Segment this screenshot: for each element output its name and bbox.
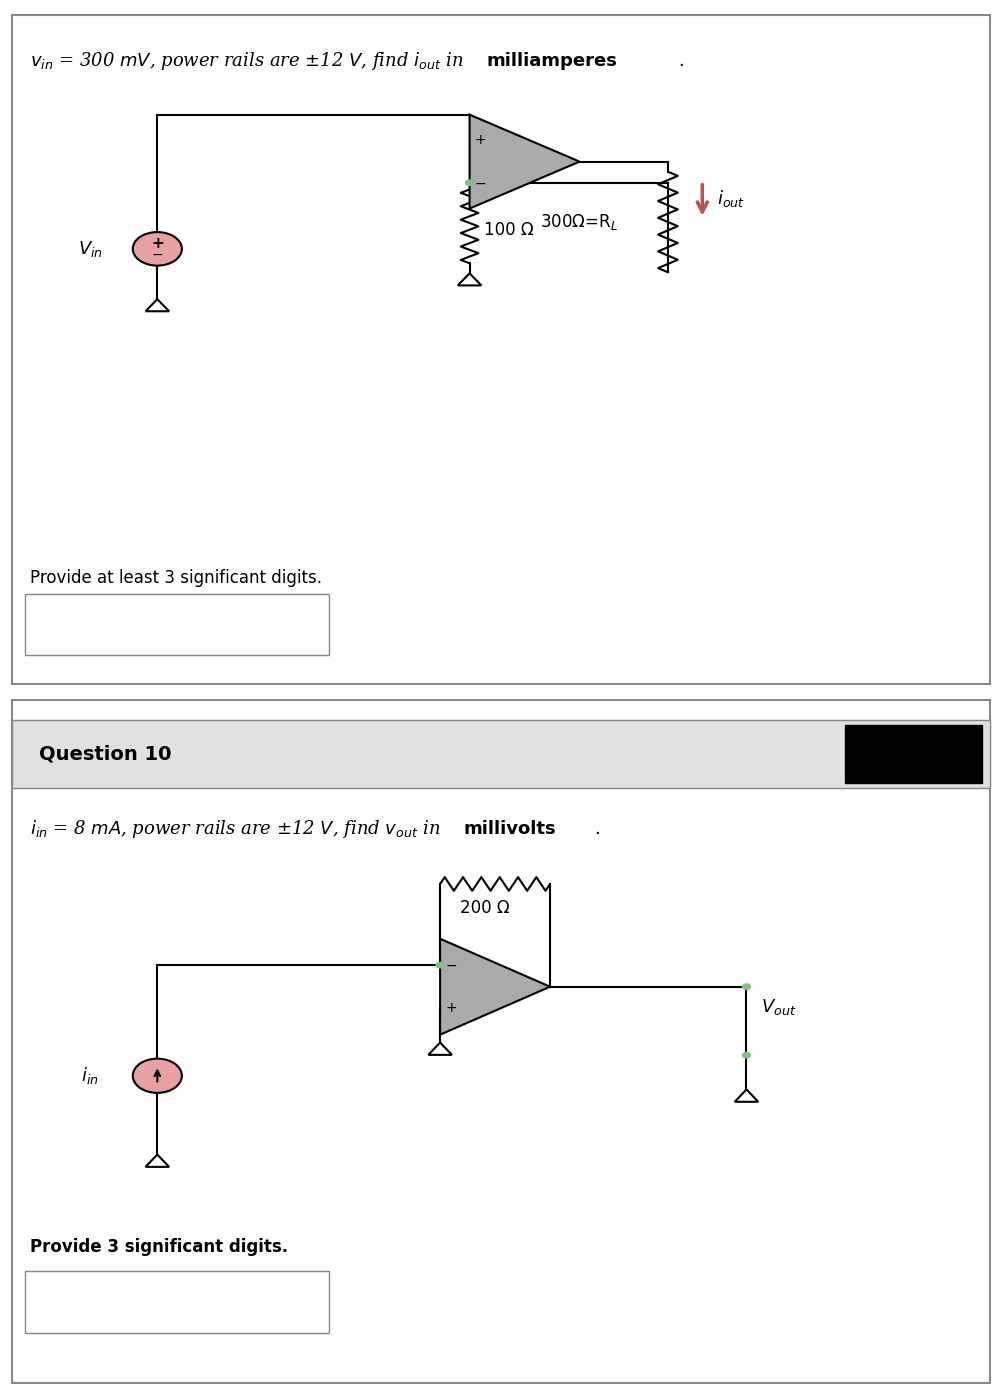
FancyBboxPatch shape [12, 720, 990, 788]
Text: Provide 3 significant digits.: Provide 3 significant digits. [30, 1239, 288, 1255]
Text: 100 Ω: 100 Ω [484, 221, 534, 239]
Circle shape [436, 962, 444, 967]
Text: $V_{in}$: $V_{in}$ [78, 239, 103, 259]
FancyBboxPatch shape [12, 700, 990, 1383]
Text: $-$: $-$ [151, 247, 163, 261]
Circle shape [742, 1053, 750, 1058]
Circle shape [132, 1058, 182, 1093]
Polygon shape [440, 939, 550, 1035]
Text: +: + [445, 1001, 457, 1015]
Polygon shape [145, 1155, 169, 1167]
Polygon shape [734, 1089, 759, 1102]
Circle shape [742, 984, 750, 990]
Polygon shape [428, 1043, 452, 1055]
Circle shape [466, 180, 474, 186]
Text: .: . [594, 821, 600, 839]
Polygon shape [470, 115, 579, 208]
Text: +: + [475, 133, 486, 147]
Text: Provide at least 3 significant digits.: Provide at least 3 significant digits. [30, 569, 322, 587]
Text: 300Ω=R$_L$: 300Ω=R$_L$ [540, 212, 618, 232]
Text: $-$: $-$ [475, 176, 487, 190]
FancyBboxPatch shape [12, 15, 990, 684]
Text: 200 Ω: 200 Ω [461, 899, 510, 917]
Text: .: . [677, 52, 683, 70]
Text: Question 10: Question 10 [39, 744, 172, 763]
Text: $i_{out}$: $i_{out}$ [717, 187, 745, 210]
Text: milliamperes: milliamperes [486, 52, 617, 70]
Polygon shape [458, 274, 481, 285]
Circle shape [132, 232, 182, 266]
Polygon shape [145, 299, 169, 312]
Text: +: + [151, 236, 163, 252]
Text: millivolts: millivolts [464, 821, 556, 839]
FancyBboxPatch shape [25, 1271, 329, 1332]
FancyBboxPatch shape [845, 726, 982, 783]
FancyBboxPatch shape [25, 594, 329, 654]
Text: $V_{out}$: $V_{out}$ [762, 997, 797, 1018]
Text: $v_{in}$ = 300 $mV$, power rails are $\pm$12 $V$, find $i_{out}$ in: $v_{in}$ = 300 $mV$, power rails are $\p… [30, 50, 464, 71]
Text: $i_{in}$ = 8 $mA$, power rails are $\pm$12 $V$, find $v_{out}$ in: $i_{in}$ = 8 $mA$, power rails are $\pm$… [30, 818, 442, 840]
Text: $-$: $-$ [445, 958, 457, 972]
Text: $i_{in}$: $i_{in}$ [81, 1065, 98, 1086]
